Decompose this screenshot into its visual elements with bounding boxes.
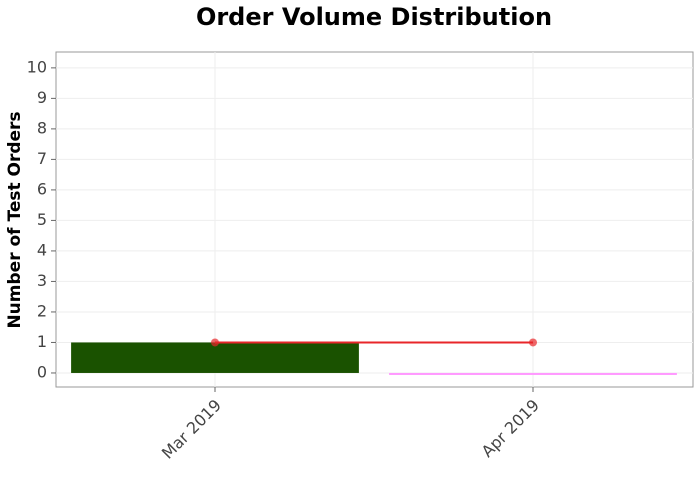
- y-tick-label: 6: [37, 179, 47, 198]
- x-tick-label: Apr 2019: [478, 396, 543, 461]
- line-point: [211, 338, 219, 347]
- y-axis-label: Number of Test Orders: [5, 111, 25, 328]
- y-tick-label: 5: [37, 210, 47, 229]
- bar: [389, 372, 677, 375]
- bar: [71, 342, 359, 373]
- y-tick-label: 3: [37, 271, 47, 290]
- x-tick-label: Mar 2019: [158, 396, 225, 463]
- y-tick-label: 7: [37, 149, 47, 168]
- y-tick-label: 0: [37, 362, 47, 381]
- y-tick-label: 8: [37, 118, 47, 137]
- plot-frame: [55, 51, 694, 388]
- y-tick-label: 9: [37, 88, 47, 107]
- chart-title: Order Volume Distribution: [196, 3, 552, 31]
- y-tick-label: 2: [37, 301, 47, 320]
- y-tick-label: 1: [37, 332, 47, 351]
- line-point: [529, 338, 537, 347]
- y-tick-label: 10: [27, 57, 47, 76]
- y-tick-label: 4: [37, 240, 47, 259]
